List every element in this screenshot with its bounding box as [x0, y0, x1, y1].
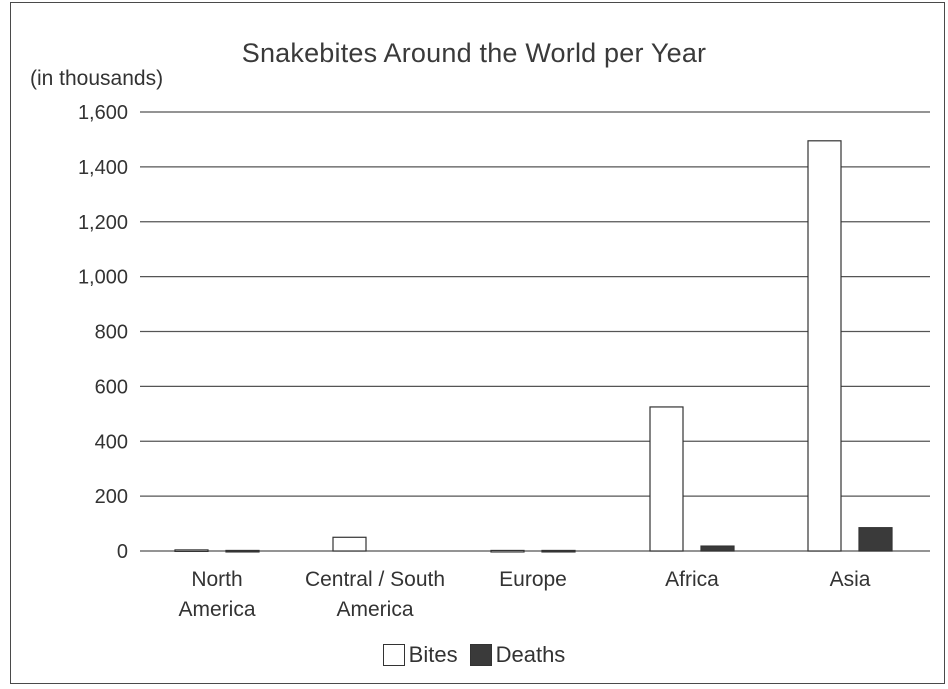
y-tick-label-1000: 1,000: [78, 267, 128, 289]
chart-title: Snakebites Around the World per Year: [241, 38, 707, 68]
bar-bites-2: [490, 549, 525, 553]
bar-deaths-2: [541, 549, 576, 553]
x-category-label-1-0: Central / South: [305, 568, 445, 591]
legend-item-deaths: Deaths: [469, 642, 566, 668]
bar-bites-0: [174, 549, 209, 553]
bar-bites-4: [807, 140, 842, 552]
legend-label-deaths: Deaths: [495, 642, 566, 667]
bar-deaths-0: [225, 549, 260, 553]
x-category-label-1-1: America: [336, 598, 413, 621]
y-tick-label-400: 400: [95, 431, 128, 453]
chart-frame: [10, 2, 945, 684]
legend-swatch-bites: [382, 644, 405, 666]
y-tick-label-1400: 1,400: [78, 157, 128, 179]
y-axis-unit-label: (in thousands): [30, 67, 164, 90]
y-tick-label-0: 0: [117, 541, 128, 563]
y-tick-label-1200: 1,200: [78, 212, 128, 234]
y-tick-label-200: 200: [95, 486, 128, 508]
bar-deaths-3: [700, 545, 735, 552]
bar-bites-3: [649, 406, 684, 552]
legend-label-bites: Bites: [408, 642, 458, 667]
y-tick-label-800: 800: [95, 322, 128, 344]
x-category-label-4-0: Asia: [830, 568, 871, 591]
legend-item-bites: Bites: [382, 642, 458, 668]
y-tick-label-1600: 1,600: [78, 102, 128, 124]
y-tick-label-600: 600: [95, 376, 128, 398]
x-category-label-3-0: Africa: [665, 568, 719, 591]
legend-swatch-deaths: [469, 644, 492, 666]
bar-bites-1: [332, 536, 367, 552]
x-category-label-0-0: North: [191, 568, 242, 591]
legend: Bites Deaths: [0, 642, 948, 668]
x-category-label-0-1: America: [178, 598, 255, 621]
bar-deaths-4: [858, 527, 893, 552]
x-category-label-2-0: Europe: [499, 568, 567, 591]
